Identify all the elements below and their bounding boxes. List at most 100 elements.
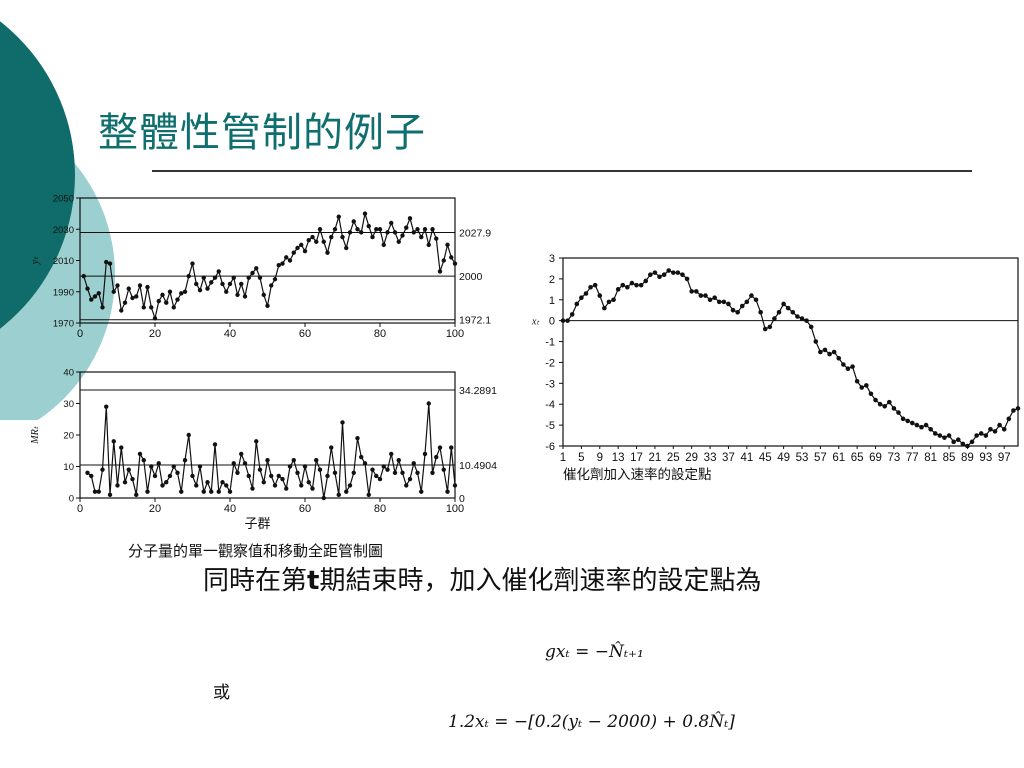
data-point (261, 480, 266, 485)
data-point (909, 420, 915, 426)
data-point (269, 283, 274, 288)
title-divider (152, 170, 972, 172)
y-tick-label: -3 (545, 378, 555, 390)
data-point (377, 227, 383, 232)
data-point (426, 242, 431, 248)
data-point (302, 464, 308, 469)
data-point (171, 464, 176, 469)
x-tick-label: 89 (961, 452, 974, 464)
data-point (404, 483, 409, 488)
control-limit-label: 34.2891 (459, 385, 497, 397)
data-point (767, 324, 773, 330)
data-point (422, 227, 428, 232)
data-point (239, 281, 244, 287)
data-point (269, 473, 274, 479)
data-point (730, 307, 736, 313)
x-tick-label: 53 (796, 452, 809, 464)
data-point (808, 324, 814, 330)
data-point (100, 305, 105, 310)
data-point (625, 284, 630, 290)
data-point (265, 458, 270, 463)
data-point (426, 401, 431, 406)
data-point (122, 300, 128, 305)
data-point (638, 282, 644, 288)
data-point (115, 283, 120, 288)
data-point (134, 294, 139, 299)
data-point (422, 451, 428, 457)
data-point (891, 406, 897, 411)
data-point (776, 310, 782, 315)
data-point (703, 293, 708, 298)
data-point (634, 282, 639, 288)
data-point (887, 399, 892, 405)
data-point (370, 234, 375, 240)
data-point (171, 305, 176, 310)
data-point (179, 291, 184, 296)
data-point (209, 489, 214, 494)
data-point (362, 211, 368, 216)
data-point (680, 272, 685, 278)
data-point (592, 282, 598, 288)
data-point (336, 492, 341, 498)
data-point (452, 261, 458, 266)
data-point (675, 270, 681, 275)
data-point (104, 404, 109, 409)
x-tick-label: 20 (149, 328, 161, 340)
data-point (231, 461, 236, 466)
data-point (197, 464, 203, 469)
data-point (441, 467, 446, 472)
data-point (280, 476, 285, 482)
data-point (276, 262, 281, 268)
data-point (583, 291, 589, 296)
data-point (287, 258, 293, 263)
data-point (265, 303, 270, 309)
data-point (937, 433, 943, 438)
individuals-control-chart: 1970 1990 2010 2030 2050 0 20 40 60 80 100 2027.9 20… (30, 194, 491, 341)
data-point (197, 287, 203, 293)
data-point (81, 273, 86, 279)
y-tick-label: 30 (63, 399, 74, 410)
data-point (130, 476, 135, 482)
data-point (965, 443, 970, 449)
x-tick-label: 25 (667, 452, 680, 464)
y-tick-label: 0 (549, 316, 555, 328)
data-point (242, 461, 248, 466)
data-point (280, 261, 285, 266)
data-point (411, 461, 416, 466)
data-point (284, 255, 289, 260)
control-limit-label: 2027.9 (459, 228, 491, 240)
data-point (873, 397, 878, 403)
data-point (302, 248, 308, 254)
data-point (160, 483, 165, 488)
data-point (698, 293, 704, 298)
data-point (134, 492, 139, 498)
y-tick-label: -4 (545, 399, 555, 411)
data-point (905, 418, 910, 424)
y-tick-label: 2030 (53, 225, 74, 236)
data-point (411, 230, 416, 235)
data-point (194, 483, 199, 488)
y-tick-label: 1 (549, 295, 555, 307)
data-point (201, 275, 206, 280)
data-point (126, 467, 131, 472)
data-point (392, 470, 398, 475)
data-point (325, 473, 330, 479)
data-point (242, 294, 248, 299)
data-point (137, 283, 143, 288)
data-point (579, 295, 584, 300)
data-point (615, 287, 621, 292)
data-point (190, 261, 195, 266)
data-point (182, 289, 188, 294)
x-tick-label: 20 (149, 503, 161, 515)
x-tick-label: 33 (704, 452, 717, 464)
data-point (661, 272, 667, 278)
data-point (648, 272, 653, 278)
data-point (209, 280, 214, 285)
data-point (377, 476, 383, 482)
data-point (231, 275, 236, 280)
data-point (753, 297, 759, 303)
data-point (381, 242, 386, 248)
data-point (992, 429, 998, 434)
decorative-circles (0, 21, 115, 420)
data-point (254, 266, 259, 271)
